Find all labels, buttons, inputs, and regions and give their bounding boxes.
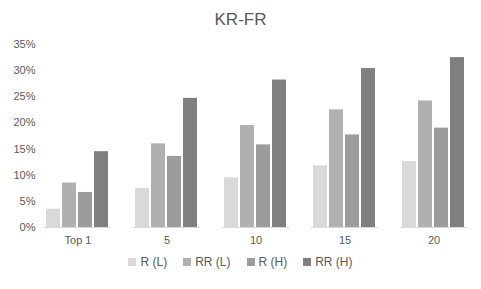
svg-text:20: 20 xyxy=(428,234,440,246)
html-text:R (H): R (H) xyxy=(258,255,288,269)
svg-text:25%: 25% xyxy=(13,90,35,102)
svg-text:15: 15 xyxy=(339,234,351,246)
svg-text:5: 5 xyxy=(164,234,170,246)
svg-text:10: 10 xyxy=(250,234,262,246)
svg-text:30%: 30% xyxy=(13,64,35,76)
svg-text:5%: 5% xyxy=(20,195,36,207)
html-text:RR (H): RR (H) xyxy=(315,255,353,269)
svg-text:Top 1: Top 1 xyxy=(65,234,92,246)
html-text:R (L): R (L) xyxy=(140,255,168,269)
svg-text:0%: 0% xyxy=(20,221,36,233)
html-text:RR (L): RR (L) xyxy=(195,255,231,269)
html-text:KR-FR: KR-FR xyxy=(214,10,267,29)
svg-text:15%: 15% xyxy=(13,143,35,155)
svg-text:20%: 20% xyxy=(13,116,35,128)
svg-text:10%: 10% xyxy=(13,169,35,181)
svg-text:35%: 35% xyxy=(13,38,35,50)
